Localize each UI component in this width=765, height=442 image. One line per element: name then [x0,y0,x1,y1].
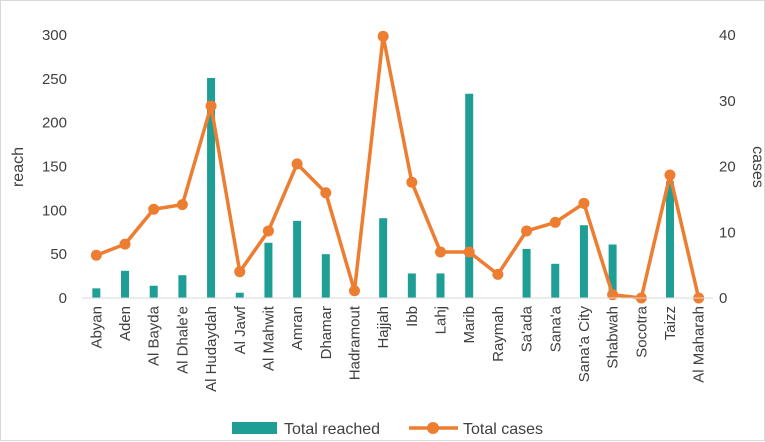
x-tick-label: Socotra [633,305,650,357]
bar-al-hudaydah [207,77,216,299]
bar-al-dhale-e [178,275,187,298]
x-tick-label: Hadramout [346,305,363,380]
bar-sana-a-city [579,225,588,298]
bars-layer [92,77,674,299]
bar-shabwah [608,244,617,298]
legend-swatch-total-reached [232,422,277,434]
y-right-tick-label: 30 [719,93,736,110]
x-tick-label: Al Dhale'e [174,306,191,374]
bar-aden [121,270,130,298]
point-shabwah [607,289,619,301]
point-sa-ada [521,225,533,237]
bar-abyan [92,288,101,298]
bar-lahj [436,273,445,298]
bar-ibb [407,273,416,298]
point-aden [119,238,131,250]
bar-sana-a [551,263,560,298]
y-left-tick-label: 200 [42,115,67,132]
bar-amran [293,220,302,298]
x-tick-label: Aden [117,306,134,341]
point-hadramout [348,285,360,297]
y-left-tick-label: 150 [42,159,67,176]
y-left-tick-label: 100 [42,202,67,219]
bar-al-jawf [235,292,244,298]
point-ibb [406,176,418,188]
bar-marib [465,93,474,299]
y-right-tick-label: 10 [719,224,736,241]
y-left-tick-label: 300 [42,27,67,44]
x-tick-label: Ibb [404,306,421,327]
point-marib [463,246,475,258]
x-tick-label: Sana'a [547,305,564,352]
x-tick-label: Amran [289,306,306,350]
point-al-mahwit [262,225,274,237]
x-tick-label: Raymah [490,306,507,362]
x-tick-label: Shabwah [605,306,622,369]
x-tick-labels: Abyan Aden Al Bayda Al Dhale'e Al Hudaydah Al… [88,305,707,392]
x-tick-label: Marib [461,306,478,344]
legend: Total reached Total cases [232,421,543,438]
point-al-dhale-e [176,199,188,211]
legend-swatch-total-cases-marker [427,422,439,434]
x-tick-label: Lahj [433,306,450,334]
y-right-tick-label: 40 [719,27,736,44]
x-tick-label: Al Jawf [232,305,249,354]
bar-sa-ada [522,248,531,298]
point-sana-a [549,216,561,228]
x-tick-label: Abyan [88,306,105,349]
legend-label-total-cases: Total cases [463,421,543,438]
x-tick-label: Al Hudaydah [203,306,220,392]
y-right-tick-label: 0 [719,290,727,307]
x-tick-label: Hajjah [375,306,392,349]
point-al-jawf [234,266,246,278]
point-al-bayda [148,203,160,215]
y-right-tick-label: 20 [719,159,736,176]
bar-al-mahwit [264,242,273,298]
line-total-cases [95,34,701,300]
line-layer [90,30,705,304]
point-taizz [664,169,676,181]
y-axis-right-title: cases [749,146,765,188]
bar-hajjah [379,218,388,298]
y-axis-left-title: reach [10,147,27,187]
x-tick-label: Al Maharah [691,306,708,383]
point-amran [291,158,303,170]
point-al-hudaydah [205,100,217,112]
x-tick-label: Al Bayda [146,305,163,366]
x-tick-label: Sana'a City [576,306,593,383]
point-lahj [435,246,447,258]
x-tick-label: Dhamar [318,306,335,359]
legend-label-total-reached: Total reached [284,421,380,438]
axes-layer: 0 50 100 150 200 250 300 0 10 20 30 40 [42,27,736,307]
point-hajjah [377,30,389,42]
point-raymah [492,268,504,280]
point-dhamar [320,187,332,199]
y-left-tick-label: 50 [50,246,67,263]
x-tick-label: Sa'ada [519,305,536,352]
bar-taizz [665,181,674,298]
x-tick-label: Taizz [662,306,679,340]
y-left-tick-label: 250 [42,71,67,88]
bar-al-bayda [149,285,158,298]
point-abyan [90,249,102,261]
bar-dhamar [321,254,330,298]
point-sana-a-city [578,197,590,209]
x-tick-label: Al Mahwit [260,305,277,371]
y-left-tick-label: 0 [59,290,67,307]
